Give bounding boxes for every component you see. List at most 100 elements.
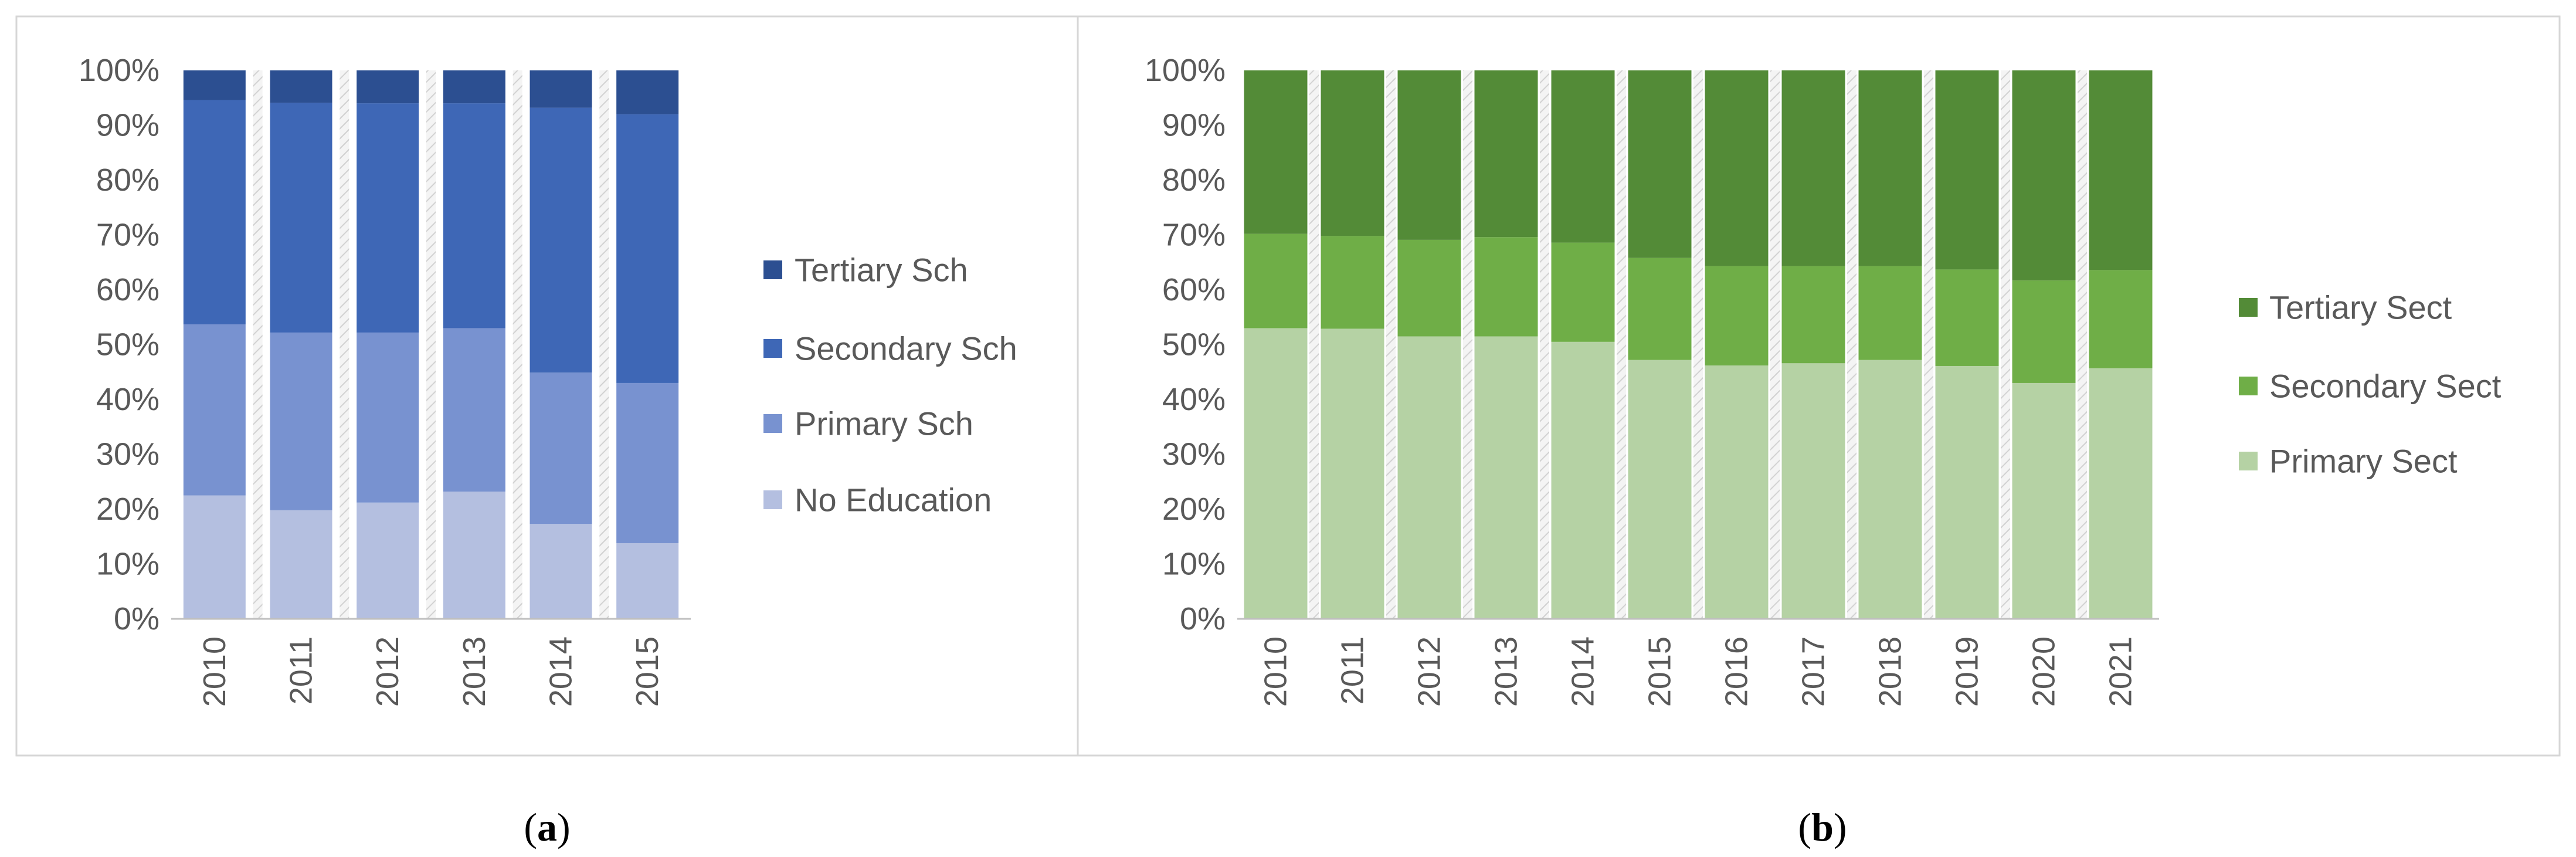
bar-segment-primary-sect-2021 xyxy=(2089,368,2153,619)
panel-b-plot: 0% 10% 20% 30% 40% 50% 60% 70% 80% 90% 100% 2010 201… xyxy=(1145,53,2159,707)
legend-swatch xyxy=(2239,377,2258,395)
bar-segment-secondary-sect-2011 xyxy=(1321,236,1384,329)
bar-gap-hatch xyxy=(1463,70,1472,619)
bar-segment-tertiary-sect-2013 xyxy=(1474,70,1538,238)
bar-segment-primary-sch-2010 xyxy=(183,324,246,496)
bar-segment-primary-sect-2013 xyxy=(1474,336,1538,619)
bar-segment-secondary-sch-2013 xyxy=(443,103,505,328)
y-tick-label: 90% xyxy=(96,108,159,143)
bar-gap-hatch xyxy=(1309,70,1319,619)
bar-gap-hatch xyxy=(253,70,263,619)
bar-segment-tertiary-sch-2013 xyxy=(443,70,505,104)
x-tick-label: 2018 xyxy=(1873,636,1908,707)
bar-segment-tertiary-sect-2010 xyxy=(1244,70,1308,234)
bar-segment-no-education-2010 xyxy=(183,495,246,619)
x-tick-label: 2012 xyxy=(370,636,405,707)
legend-label: Tertiary Sch xyxy=(795,252,968,289)
y-tick-label: 80% xyxy=(1162,162,1226,198)
x-tick-label: 2013 xyxy=(1489,636,1524,707)
y-tick-label: 50% xyxy=(96,327,159,363)
bar-segment-tertiary-sect-2018 xyxy=(1858,70,1922,266)
y-tick-label: 40% xyxy=(1162,382,1226,417)
legend-label: Primary Sch xyxy=(795,405,973,442)
bar-segment-tertiary-sect-2015 xyxy=(1628,70,1692,258)
legend-label: Secondary Sch xyxy=(795,330,1017,367)
bar-segment-secondary-sect-2016 xyxy=(1705,266,1769,366)
bar-segment-primary-sch-2013 xyxy=(443,328,505,492)
bar-gap-hatch xyxy=(1617,70,1626,619)
bar-segment-secondary-sch-2015 xyxy=(616,114,679,383)
y-tick-label: 0% xyxy=(114,601,159,636)
bar-segment-secondary-sect-2018 xyxy=(1858,266,1922,360)
bar-gap-hatch xyxy=(2001,70,2010,619)
bar-gap-hatch xyxy=(340,70,349,619)
bar-segment-secondary-sect-2020 xyxy=(2012,280,2076,383)
bar-segment-no-education-2015 xyxy=(616,543,679,619)
panel-b-caption: (b) xyxy=(1798,805,1847,849)
bar-segment-secondary-sect-2015 xyxy=(1628,258,1692,360)
bar-gap-hatch xyxy=(1924,70,1933,619)
bar-segment-secondary-sect-2014 xyxy=(1551,242,1615,342)
bar-segment-tertiary-sect-2012 xyxy=(1397,70,1461,240)
y-tick-label: 20% xyxy=(96,492,159,527)
bar-segment-secondary-sch-2012 xyxy=(357,103,419,333)
bar-segment-primary-sect-2012 xyxy=(1397,336,1461,619)
legend-item: Tertiary Sch xyxy=(763,252,968,289)
legend-swatch xyxy=(2239,452,2258,470)
panel-b: 0% 10% 20% 30% 40% 50% 60% 70% 80% 90% 100% 2010 201… xyxy=(1077,15,2561,849)
x-tick-label: 2011 xyxy=(284,636,319,704)
bar-segment-primary-sect-2019 xyxy=(1935,365,1999,619)
bar-gap-hatch xyxy=(1847,70,1857,619)
bar-segment-primary-sch-2014 xyxy=(530,372,592,524)
bar-gap-hatch xyxy=(426,70,436,619)
y-tick-label: 80% xyxy=(96,162,159,198)
x-tick-label: 2015 xyxy=(1642,636,1678,707)
bar-gap-hatch xyxy=(1386,70,1396,619)
bar-segment-secondary-sect-2019 xyxy=(1935,269,1999,366)
bar-gap-hatch xyxy=(1693,70,1703,619)
y-tick-label: 10% xyxy=(96,547,159,582)
y-tick-label: 60% xyxy=(96,272,159,307)
bar-segment-primary-sect-2015 xyxy=(1628,360,1692,619)
bar-segment-tertiary-sect-2011 xyxy=(1321,70,1384,236)
bar-segment-secondary-sect-2013 xyxy=(1474,237,1538,337)
bar-segment-secondary-sect-2017 xyxy=(1781,266,1845,364)
x-tick-label: 2010 xyxy=(197,636,232,707)
bar-segment-tertiary-sect-2020 xyxy=(2012,70,2076,281)
bar-segment-tertiary-sch-2011 xyxy=(270,70,332,103)
bar-segment-primary-sect-2014 xyxy=(1551,341,1615,619)
bar-segment-secondary-sch-2010 xyxy=(183,100,246,324)
bar-segment-no-education-2014 xyxy=(530,524,592,619)
bar-segment-no-education-2011 xyxy=(270,510,332,619)
x-tick-label: 2021 xyxy=(2103,636,2139,707)
legend-item: No Education xyxy=(763,482,992,519)
legend-label: No Education xyxy=(795,482,992,519)
x-tick-label: 2015 xyxy=(630,636,665,707)
y-tick-label: 70% xyxy=(1162,218,1226,253)
bar-segment-tertiary-sect-2021 xyxy=(2089,70,2153,270)
legend-item: Secondary Sect xyxy=(2239,368,2502,405)
panel-a-plot: 0% 10% 20% 30% 40% 50% 60% 70% 80% 90% 100% 2010 201… xyxy=(79,53,691,707)
legend-item: Primary Sch xyxy=(763,405,973,442)
bar-segment-primary-sch-2015 xyxy=(616,382,679,543)
legend-swatch xyxy=(2239,298,2258,317)
bar-gap-hatch xyxy=(1540,70,1549,619)
legend-swatch xyxy=(763,260,782,279)
bar-gap-hatch xyxy=(1770,70,1780,619)
x-tick-label: 2014 xyxy=(1566,636,1601,707)
y-tick-label: 10% xyxy=(1162,547,1226,582)
x-tick-label: 2013 xyxy=(457,636,492,707)
x-tick-label: 2020 xyxy=(2027,636,2062,707)
bar-segment-primary-sect-2016 xyxy=(1705,365,1769,619)
panel-b-legend: Tertiary Sect Secondary Sect Primary Sect xyxy=(2239,289,2502,480)
bar-segment-tertiary-sch-2014 xyxy=(530,70,592,108)
x-tick-label: 2012 xyxy=(1412,636,1447,707)
bar-segment-tertiary-sect-2019 xyxy=(1935,70,1999,270)
y-tick-label: 60% xyxy=(1162,272,1226,307)
legend-swatch xyxy=(763,339,782,358)
bar-segment-no-education-2012 xyxy=(357,502,419,619)
y-tick-label: 90% xyxy=(1162,108,1226,143)
bar-segment-primary-sect-2017 xyxy=(1781,363,1845,619)
bar-segment-tertiary-sect-2016 xyxy=(1705,70,1769,266)
